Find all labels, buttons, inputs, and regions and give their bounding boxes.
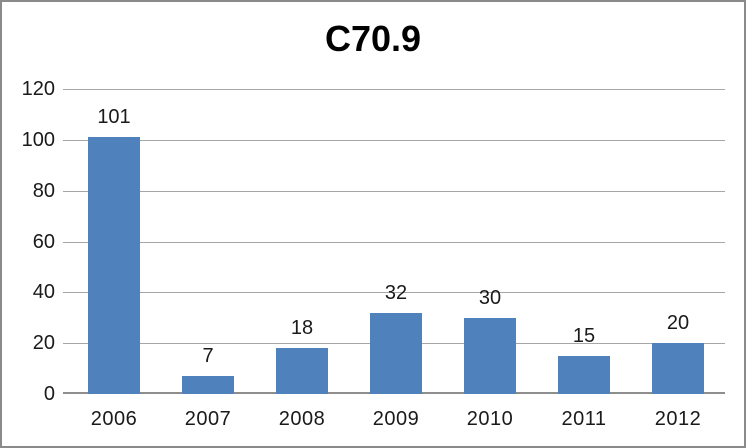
bar-value-label: 101 [97,106,131,128]
x-tick-label: 2010 [466,408,514,430]
bar-value-label: 20 [666,312,690,334]
bar-2006 [88,137,140,394]
gridline [63,292,725,293]
bar-value-label: 15 [572,325,596,347]
y-tick-label: 20 [32,332,55,354]
gridline [63,242,725,243]
bar-2010 [464,318,516,394]
bar-2009 [370,313,422,394]
x-tick-label: 2006 [90,408,138,430]
bar-value-label: 30 [478,287,502,309]
bar-2008 [276,348,328,394]
x-tick-label: 2007 [184,408,232,430]
bar-value-label: 32 [384,282,408,304]
bar-2011 [558,356,610,394]
y-tick-label: 60 [32,231,55,253]
x-tick-label: 2009 [372,408,420,430]
gridline [63,191,725,192]
x-tick-label: 2008 [278,408,326,430]
x-tick-label: 2011 [561,408,607,430]
y-tick-label: 120 [21,78,55,100]
bar-value-label: 18 [290,317,314,339]
y-tick-label: 40 [32,281,55,303]
y-tick-label: 80 [32,180,55,202]
chart-title: C70.9 [324,18,422,59]
bar-2012 [652,343,704,394]
y-tick-label: 0 [43,383,55,405]
bar-2007 [182,376,234,394]
gridline [63,89,725,90]
x-tick-label: 2012 [654,408,702,430]
y-tick-label: 100 [21,129,55,151]
gridline [63,140,725,141]
bar-value-label: 7 [202,345,214,367]
plot-area: 0 20 40 60 80 100 120 101 2006 7 2007 18 2008 32 2009 3… [22,78,725,430]
